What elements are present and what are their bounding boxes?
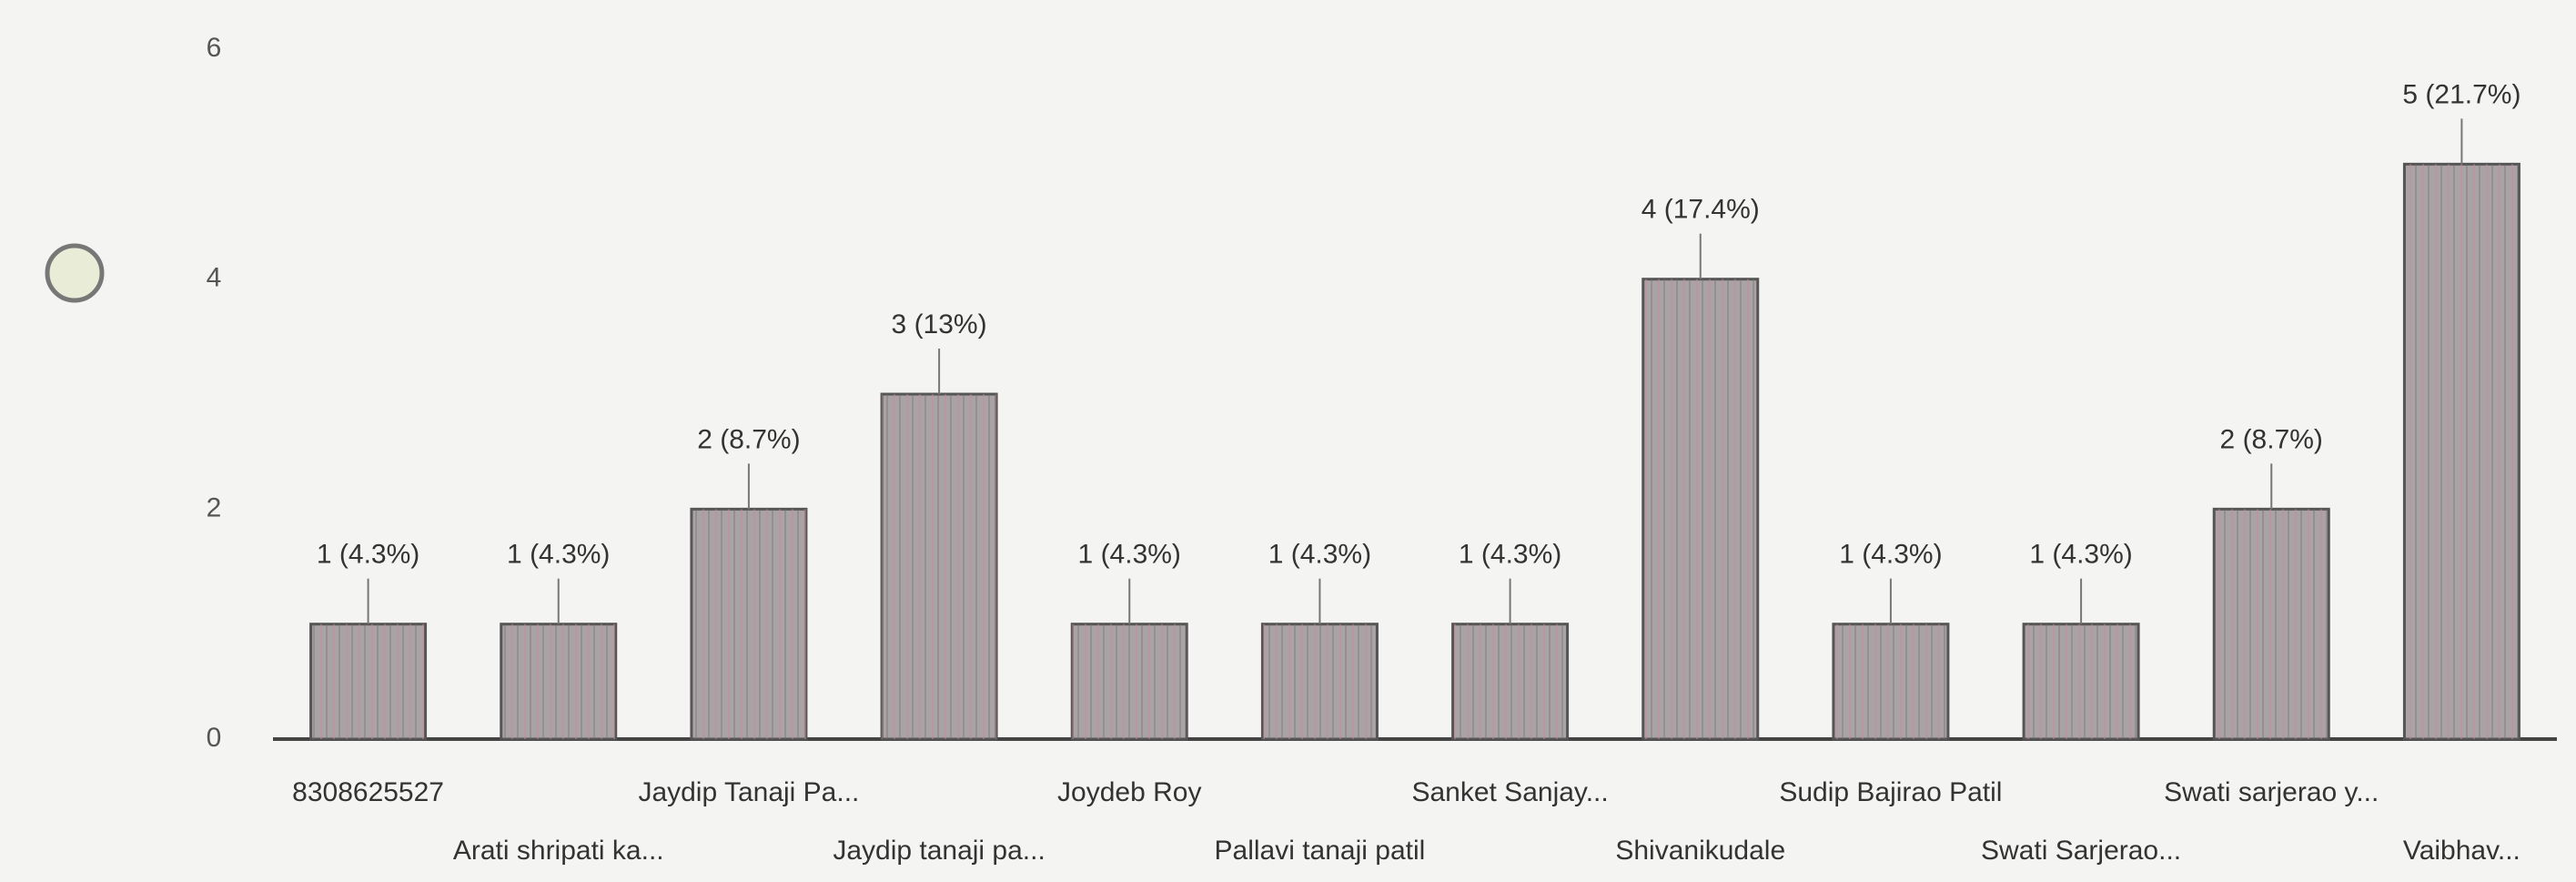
bar [1260,623,1379,741]
data-label: 1 (4.3%) [2029,540,2132,570]
x-tick-label: Swati sarjerao y... [2164,777,2379,807]
data-label: 2 (8.7%) [697,424,800,454]
bar [690,507,808,741]
data-label: 1 (4.3%) [1078,540,1181,570]
bar [2022,623,2140,741]
bar [1070,623,1188,741]
x-tick-label: Joydeb Roy [1057,777,1201,807]
x-tick-label: Vaibhav... [2403,836,2520,866]
x-tick-label: 8308625527 [292,777,444,807]
x-tick-label: Sanket Sanjay... [1411,777,1608,807]
bar [2212,507,2330,741]
bar [880,392,998,741]
x-tick-label: Jaydip tanaji pa... [833,836,1045,866]
data-label: 1 (4.3%) [317,540,419,570]
bar [500,623,618,741]
plot-area: 0 2 4 6 8308625527 1 (4.3%) Arati shripati ka.… [207,33,2557,866]
data-label: 3 (13%) [892,309,987,340]
data-label: 4 (17.4%) [1642,195,1760,225]
y-tick-label: 0 [207,723,222,753]
data-label: 1 (4.3%) [1459,540,1561,570]
avatar-icon [45,243,105,303]
x-tick-label: Arati shripati ka... [453,836,664,866]
y-tick-label: 2 [207,492,222,522]
bar [1642,278,1760,741]
x-tick-label: Shivanikudale [1615,836,1785,866]
bar [1832,623,1950,741]
data-label: 1 (4.3%) [1839,540,1942,570]
bar [1451,623,1570,741]
bar [2402,162,2520,741]
x-tick-label: Sudip Bajirao Patil [1779,777,2002,807]
bar [309,623,428,741]
y-tick-label: 6 [207,33,222,63]
y-tick-label: 4 [207,263,222,293]
x-tick-label: Swati Sarjerao... [1981,836,2181,866]
data-label: 2 (8.7%) [2220,424,2323,454]
data-label: 1 (4.3%) [1268,540,1371,570]
x-tick-label: Jaydip Tanaji Pa... [638,777,859,807]
data-label: 5 (21.7%) [2402,79,2520,109]
data-label: 1 (4.3%) [507,540,610,570]
x-tick-label: Pallavi tanaji patil [1215,836,1426,866]
